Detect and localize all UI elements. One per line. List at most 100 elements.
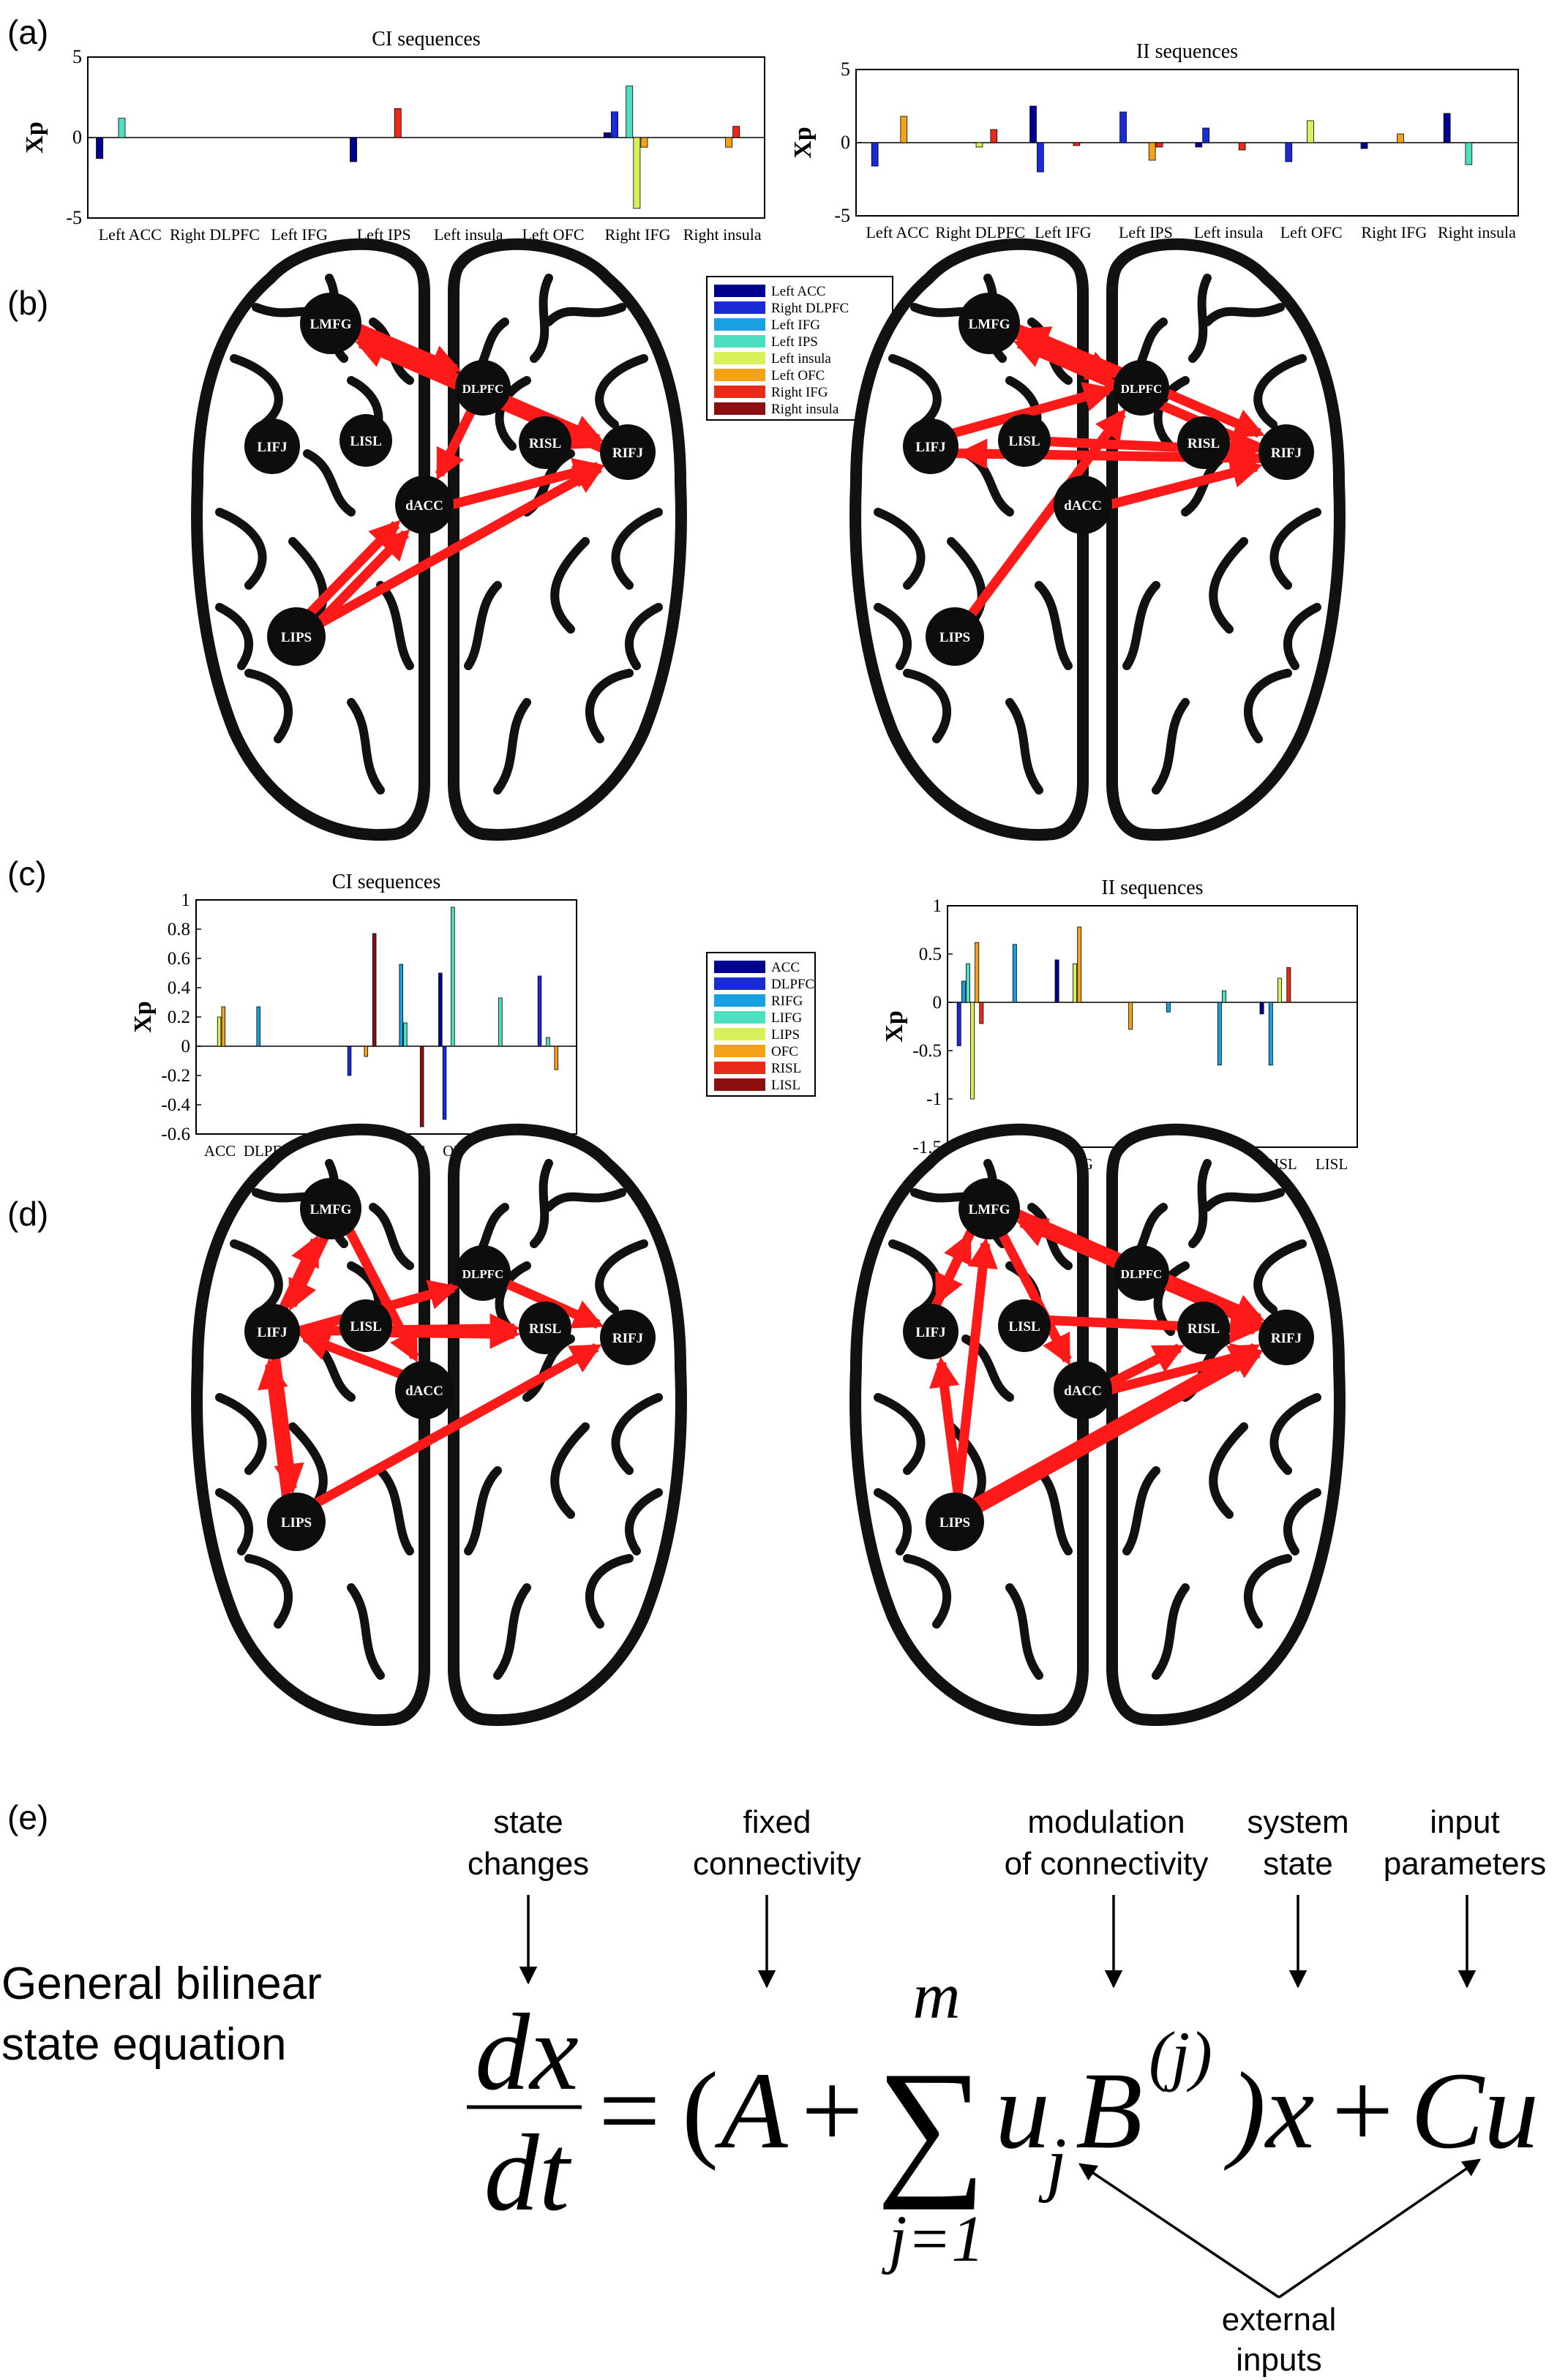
eq-Cu: Cu: [1411, 2050, 1539, 2171]
sulcus-right: [464, 581, 502, 670]
panel-label-e: (e): [7, 1798, 48, 1836]
region-node: [455, 360, 511, 416]
panel-label-c: (c): [7, 855, 47, 893]
region-node: [1114, 1245, 1169, 1301]
bar: [498, 997, 503, 1047]
right-hemisphere: [1106, 238, 1346, 841]
bar: [1073, 142, 1081, 146]
x-tick-label: Right IFG: [1361, 223, 1427, 241]
brain-drawing: [849, 238, 1346, 841]
bar: [1166, 1002, 1171, 1013]
sulcus-left: [244, 669, 293, 743]
sulcus-right: [1283, 1488, 1321, 1555]
connection-arrow: [380, 1318, 521, 1349]
bar: [1202, 127, 1210, 143]
bar: [1443, 113, 1451, 143]
region-node: [1258, 424, 1314, 480]
bar: [1073, 963, 1078, 1003]
brain-drawing: [191, 238, 687, 841]
region-label: DLPFC: [1121, 1267, 1163, 1281]
legend-swatch: [714, 318, 765, 331]
connection-arrow: [991, 1219, 1072, 1366]
region-label: dACC: [405, 498, 443, 514]
x-tick-label: LISL: [1316, 1155, 1348, 1173]
sulcus-right: [550, 537, 590, 634]
x-tick-label: Left insula: [1194, 223, 1264, 241]
connection-arrow: [926, 1231, 973, 1318]
connection-arrow: [269, 1345, 304, 1495]
x-tick-label: Right insula: [683, 225, 762, 244]
brain-b-ii: LMFG DLPFC LISL RISL LIFJ RIFJ dACC LIPS: [849, 238, 1346, 841]
region-label: LIFJ: [915, 440, 945, 455]
legend-swatch: [714, 285, 765, 297]
x-tick-label: Left insula: [434, 225, 503, 244]
region-node: [300, 1178, 361, 1239]
legend-swatch: [714, 369, 765, 381]
region-label: LISL: [1008, 434, 1040, 449]
bar: [394, 108, 402, 138]
region-label: RIFJ: [612, 446, 643, 461]
legend-entry: OFC: [771, 1044, 798, 1059]
region-label: RISL: [529, 1321, 561, 1337]
bar: [611, 111, 618, 138]
region-node: [600, 1310, 656, 1365]
region-node: [455, 1245, 511, 1301]
eq-upper-limit: m: [913, 1960, 961, 2032]
legend-entry: DLPFC: [771, 977, 814, 992]
region-node: [600, 424, 656, 480]
connection-arrow: [965, 1348, 1264, 1519]
chart-title: CI sequences: [372, 28, 481, 50]
eq-lparen: (: [682, 2050, 719, 2171]
annotation-state-changes-2: changes: [468, 1846, 589, 1882]
annotation-fixed-2: connectivity: [693, 1846, 861, 1882]
region-node: [998, 1299, 1051, 1352]
legend-entry: Left IFG: [771, 318, 820, 333]
sulcus-right: [1188, 1159, 1212, 1248]
region-node: [998, 414, 1051, 467]
sulcus-right: [493, 1583, 531, 1680]
bar: [1221, 990, 1226, 1003]
y-tick-label: 1: [181, 890, 191, 910]
connection-arrow: [1096, 1343, 1185, 1394]
legend-swatch: [714, 977, 765, 990]
region-label: RIFJ: [612, 1331, 643, 1346]
sulcus-left: [1035, 1466, 1073, 1555]
region-label: RISL: [1188, 1321, 1220, 1337]
sulcus-right: [544, 303, 626, 326]
bar: [633, 137, 641, 209]
chart-title: II sequences: [1101, 876, 1203, 899]
region-label: RISL: [1188, 436, 1220, 451]
sulcus-left: [215, 1393, 267, 1475]
region-label: LIPS: [281, 630, 312, 645]
region-label: DLPFC: [462, 382, 504, 396]
sulcus-right: [585, 669, 634, 743]
bar: [546, 1037, 550, 1047]
sulcus-right: [1269, 508, 1321, 590]
sulcus-right: [550, 1422, 590, 1519]
bar: [900, 116, 908, 143]
sulcus-left: [376, 1466, 414, 1555]
annotation-input-1: input: [1430, 1804, 1499, 1840]
region-node: [926, 1493, 984, 1551]
region-node: [1114, 360, 1169, 416]
legend-entry: Left ACC: [771, 284, 825, 299]
bar: [451, 906, 455, 1047]
sulcus-right: [1243, 1554, 1292, 1629]
region-label: LIPS: [939, 630, 970, 645]
brain-drawing: [191, 1123, 687, 1727]
sulcus-right: [595, 354, 648, 429]
connection-arrow: [298, 519, 401, 625]
bar: [975, 942, 980, 1003]
bar: [961, 980, 966, 1003]
legend-entry: Right DLPFC: [771, 301, 849, 316]
legend-swatch: [714, 1062, 765, 1074]
annotation-system-1: system: [1247, 1804, 1348, 1840]
legend-swatch: [714, 994, 765, 1007]
bar: [364, 1046, 369, 1057]
sulcus-left: [1005, 698, 1043, 795]
eq-u: u: [995, 2050, 1050, 2171]
region-label: LMFG: [310, 1202, 352, 1217]
y-tick-label: -5: [834, 205, 850, 226]
bar: [1268, 1002, 1273, 1066]
sulcus-right: [611, 1393, 663, 1475]
